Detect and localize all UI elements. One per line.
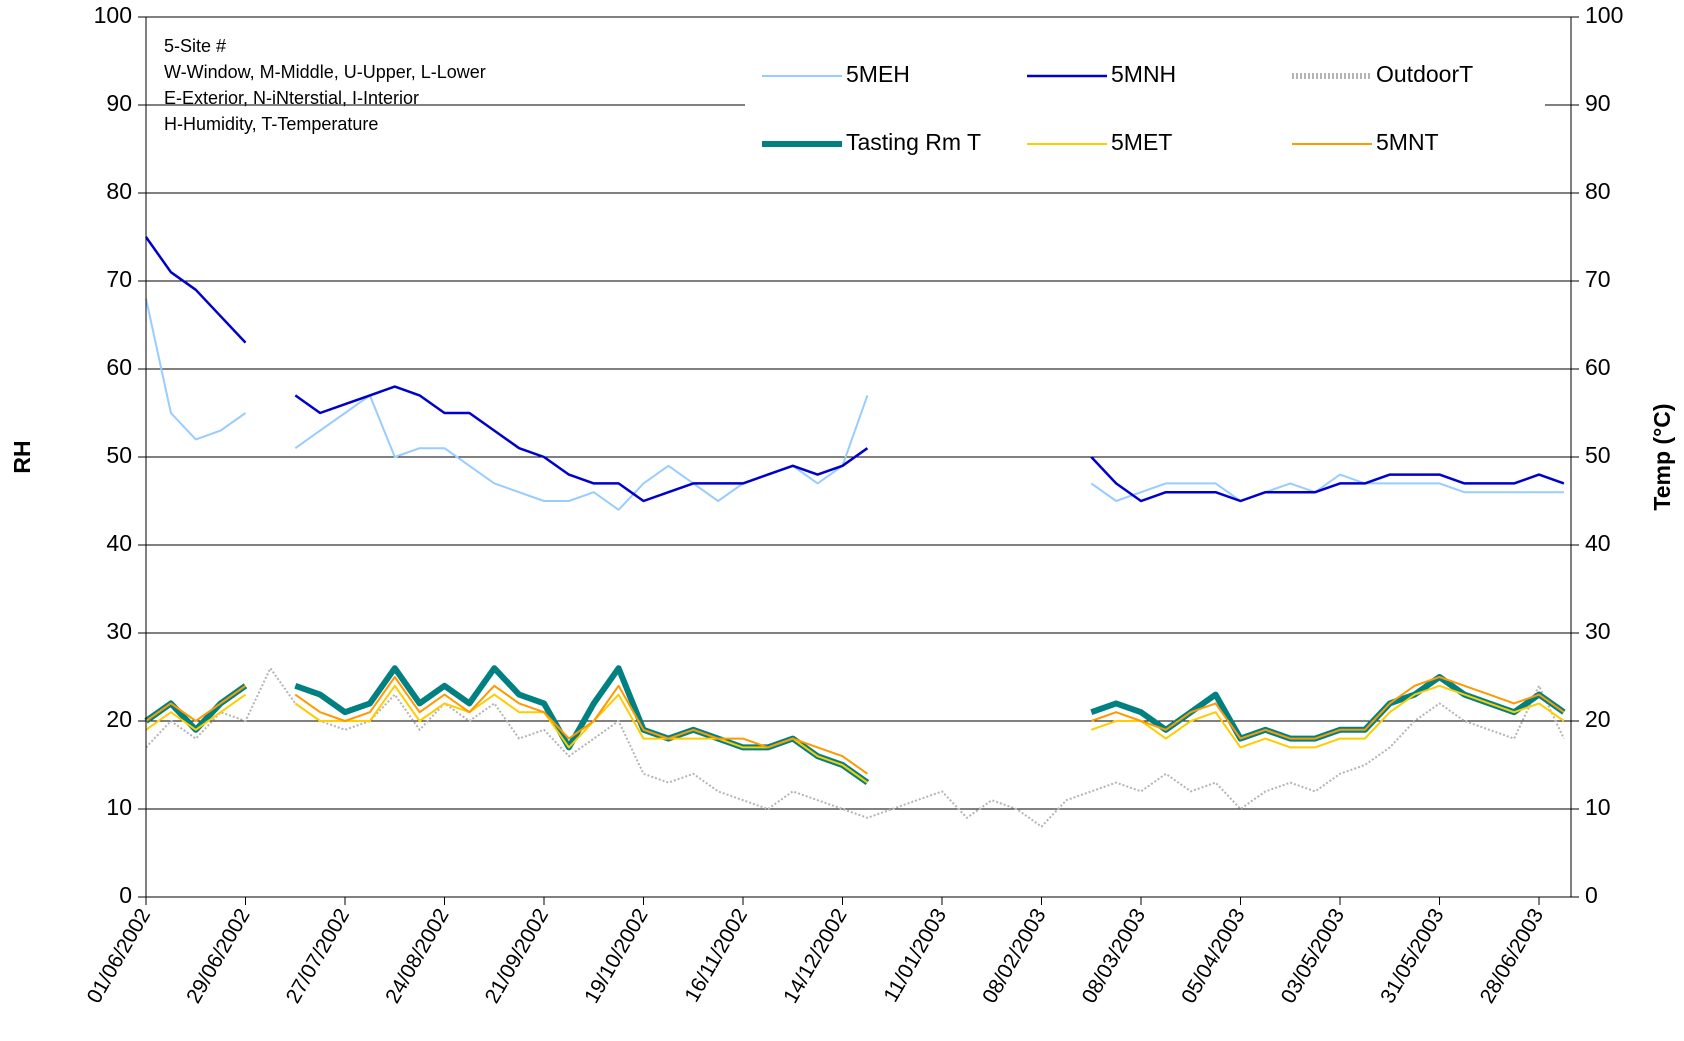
- y-tick-label: 50: [106, 442, 132, 468]
- note: E-Exterior, N-iNterstial, I-Interior: [164, 88, 419, 108]
- y2-tick-label: 60: [1585, 354, 1611, 380]
- y-tick-label: 80: [106, 178, 132, 204]
- y-tick-label: 20: [106, 706, 132, 732]
- y2-tick-label: 10: [1585, 794, 1611, 820]
- y2-tick-label: 70: [1585, 266, 1611, 292]
- y2-tick-label: 20: [1585, 706, 1611, 732]
- y-tick-label: 0: [119, 882, 132, 908]
- legend-label: OutdoorT: [1376, 61, 1473, 87]
- legend-label: 5MNH: [1111, 61, 1176, 87]
- legend-label: Tasting Rm T: [846, 129, 981, 155]
- y2-axis-title: Temp (°C): [1649, 403, 1675, 510]
- note: 5-Site #: [164, 36, 226, 56]
- legend-label: 5MEH: [846, 61, 910, 87]
- y2-tick-label: 80: [1585, 178, 1611, 204]
- note: H-Humidity, T-Temperature: [164, 114, 378, 134]
- y2-tick-label: 30: [1585, 618, 1611, 644]
- y2-tick-label: 90: [1585, 90, 1611, 116]
- y2-tick-label: 40: [1585, 530, 1611, 556]
- series-line: [144, 236, 1565, 503]
- y2-tick-label: 100: [1585, 2, 1623, 28]
- legend-label: 5MET: [1111, 129, 1172, 155]
- y-tick-label: 10: [106, 794, 132, 820]
- legend-box: [745, 50, 1545, 165]
- y-tick-label: 70: [106, 266, 132, 292]
- y-tick-label: 90: [106, 90, 132, 116]
- y-axis-title: RH: [9, 440, 35, 473]
- legend: 5MEH 5MNH OutdoorT Tasting Rm T 5MET 5MNT: [745, 50, 1545, 165]
- legend-label: 5MNT: [1376, 129, 1439, 155]
- series-line: [145, 667, 1565, 828]
- y-tick-label: 60: [106, 354, 132, 380]
- y2-tick-label: 0: [1585, 882, 1598, 908]
- series-line: [145, 676, 1565, 775]
- y-tick-label: 100: [94, 2, 132, 28]
- y-tick-label: 30: [106, 618, 132, 644]
- plot-lines: [144, 236, 1566, 828]
- note: W-Window, M-Middle, U-Upper, L-Lower: [164, 62, 486, 82]
- y-tick-label: 40: [106, 530, 132, 556]
- y2-tick-label: 50: [1585, 442, 1611, 468]
